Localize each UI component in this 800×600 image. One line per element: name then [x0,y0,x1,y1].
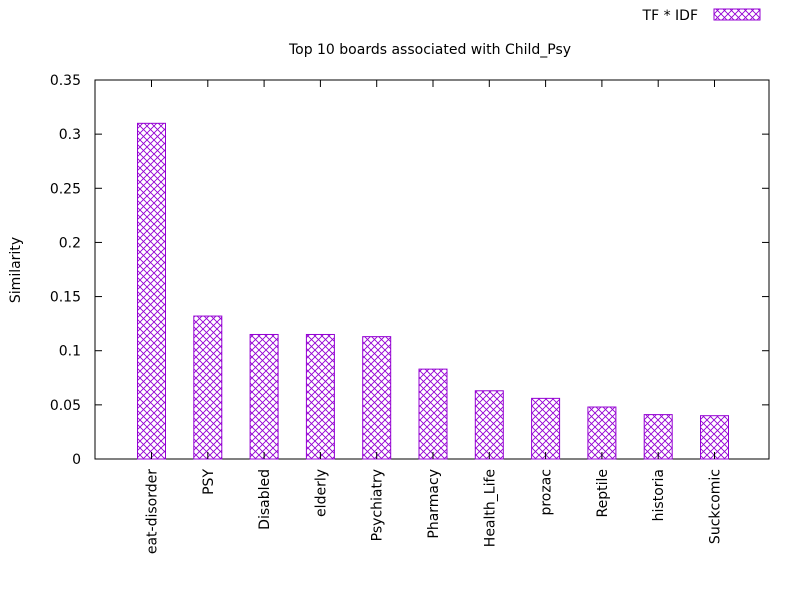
legend-swatch [713,8,761,21]
bar-disabled [249,333,279,460]
x-tick-label: historia [651,469,667,521]
bar-psy [193,315,223,460]
x-tick-labels: eat-disorder PSY Disabled elderly Psychiatry… [145,80,724,554]
x-tick-label: Reptile [595,469,611,517]
y-ticks: 0 0.05 0.1 0.15 0.2 0.25 0.3 0.35 [50,73,769,468]
y-tick-label: 0.2 [59,235,81,251]
x-tick-label: Psychiatry [370,469,386,541]
x-tick-label: prozac [539,469,555,516]
y-tick-label: 0.05 [50,398,81,414]
x-tick-label: Suckcomic [708,469,724,544]
y-tick-label: 0.15 [50,290,81,306]
y-tick-label: 0.1 [59,344,81,360]
bar-reptile [587,406,617,460]
x-tick-label: Health_Life [482,469,498,547]
y-tick-label: 0 [72,452,81,468]
y-tick-label: 0.35 [50,73,81,89]
x-tick-label: Disabled [257,469,273,530]
bar-elderly [305,333,335,460]
legend-label: TF * IDF [642,8,698,24]
x-tick-label: eat-disorder [145,469,161,554]
bar-eat-disorder [137,122,166,460]
bar-health_life [474,390,504,460]
y-tick-label: 0.3 [59,127,81,143]
y-axis-label: Similarity [8,237,24,303]
bars [137,122,729,460]
x-tick-label: PSY [201,469,217,495]
bar-pharmacy [418,368,448,460]
chart-title: Top 10 boards associated with Child_Psy [288,42,571,58]
y-tick-label: 0.25 [50,181,81,197]
bar-prozac [531,397,561,460]
bar-psychiatry [362,336,392,460]
x-tick-label: Pharmacy [426,469,442,539]
x-tick-label: elderly [313,469,329,517]
